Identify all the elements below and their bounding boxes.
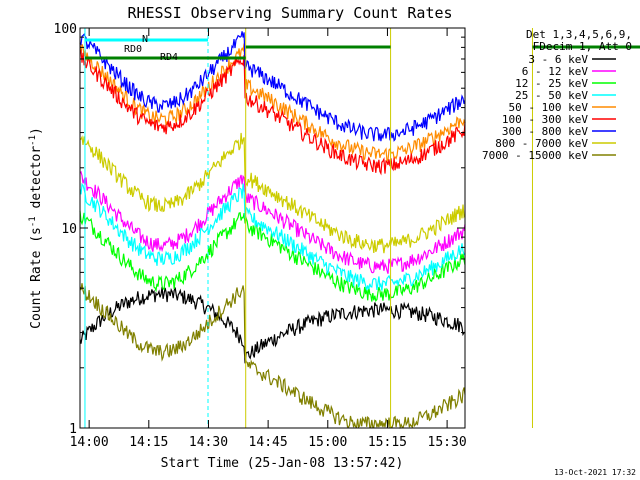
legend-label: 12 - 25 keV — [515, 77, 588, 90]
legend-header-line1: Det 1,3,4,5,6,9, — [526, 28, 632, 41]
legend-label: 100 - 300 keV — [502, 113, 588, 126]
series-25-50-kev — [79, 182, 466, 291]
series-line-1 — [79, 170, 466, 274]
legend-label: 800 - 7000 keV — [495, 137, 588, 150]
x-tick-label: 14:45 — [249, 435, 288, 450]
series-line-7 — [80, 132, 466, 254]
legend-label: 50 - 100 keV — [509, 101, 589, 114]
segment-label-0: N — [142, 34, 148, 45]
series-line-5 — [79, 48, 466, 176]
y-tick-label: 10 — [61, 222, 77, 237]
series-line-8 — [79, 283, 466, 430]
series-line-0 — [79, 287, 466, 364]
segment-label-2: RD4 — [160, 52, 178, 63]
legend: Det 1,3,4,5,6,9, FDecim 1, Att 0 3 - 6 k… — [482, 28, 632, 162]
legend-label: 300 - 800 keV — [502, 125, 588, 138]
legend-label: 6 - 12 keV — [522, 65, 589, 78]
legend-label: 3 - 6 keV — [528, 53, 588, 66]
series-12-25-kev — [79, 210, 466, 303]
x-tick-label: 14:15 — [129, 435, 168, 450]
series-7000-15000-kev — [79, 283, 466, 430]
chart-title: RHESSI Observing Summary Count Rates — [127, 4, 452, 22]
legend-label: 25 - 50 keV — [515, 89, 588, 102]
x-tick-label: 15:30 — [428, 435, 467, 450]
series-line-2 — [79, 210, 466, 303]
y-axis-label-part2: detector — [29, 146, 44, 217]
segment-label-1: RD0 — [124, 44, 142, 55]
series-line-3 — [79, 182, 466, 291]
y-axis-label-sup1: -1 — [28, 216, 38, 227]
footer-timestamp: 13-Oct-2021 17:32 — [554, 468, 636, 477]
x-tick-label: 15:00 — [308, 435, 347, 450]
series-100-300-kev — [79, 48, 466, 176]
x-tick-label: 15:15 — [368, 435, 407, 450]
y-tick-label: 1 — [69, 422, 77, 437]
series-3-6-kev — [79, 287, 466, 364]
series-50-100-kev — [79, 43, 466, 163]
y-axis: 1 10 100 — [54, 22, 465, 437]
y-axis-label: Count Rate (s-1 detector-1) — [28, 127, 44, 329]
series-800-7000-kev — [80, 132, 466, 254]
legend-header-line2: FDecim 1, Att 0 — [533, 40, 632, 53]
x-axis-label: Start Time (25-Jan-08 13:57:42) — [161, 456, 404, 471]
y-axis-label-part1: Count Rate (s — [29, 227, 44, 329]
series-line-4 — [79, 43, 466, 163]
series-300-800-kev — [79, 31, 466, 142]
x-tick-label: 14:30 — [189, 435, 228, 450]
x-axis: 14:00 14:15 14:30 14:45 15:00 15:15 15:30 — [70, 28, 467, 450]
x-tick-label: 14:00 — [70, 435, 109, 450]
series-line-6 — [79, 31, 466, 142]
y-axis-label-sup2: -1 — [28, 135, 38, 146]
y-axis-label-part3: ) — [29, 127, 44, 135]
series-6-12-kev — [79, 170, 466, 274]
y-tick-label: 100 — [54, 22, 77, 37]
legend-label: 7000 - 15000 keV — [482, 149, 588, 162]
